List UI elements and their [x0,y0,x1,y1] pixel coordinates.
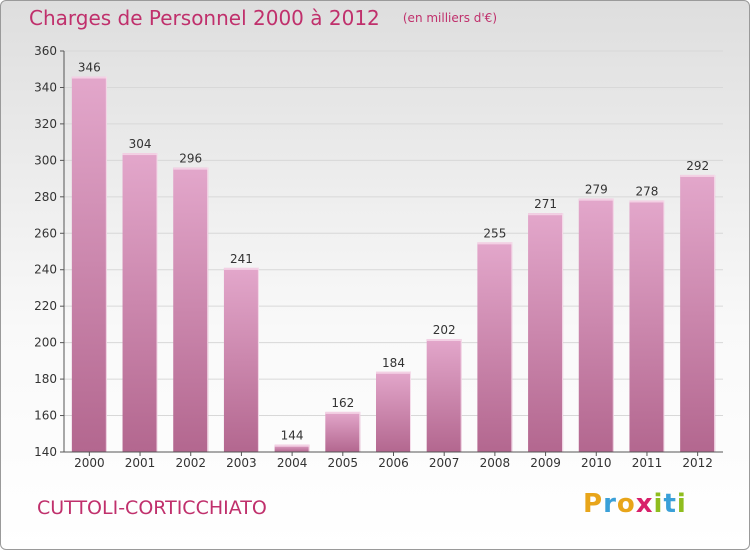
bar [325,411,361,452]
y-tick-label: 280 [34,190,57,204]
x-tick-label: 2011 [632,456,663,470]
bar [477,242,513,452]
x-tick-label: 2007 [429,456,460,470]
data-label: 144 [281,429,304,443]
logo-letter: o [616,489,636,519]
x-tick-label: 2003 [226,456,257,470]
bar [274,444,310,452]
bar [122,153,158,452]
bar-highlight [578,198,614,201]
bar-highlight [173,167,209,170]
x-tick-label: 2000 [74,456,105,470]
data-label: 202 [433,323,456,337]
data-label: 255 [483,226,506,240]
bar-highlight [71,76,107,79]
y-tick-label: 320 [34,117,57,131]
chart-title: Charges de Personnel 2000 à 2012 [29,6,380,30]
x-tick-label: 2005 [328,456,359,470]
bar [376,371,411,452]
y-tick-label: 140 [34,445,57,459]
bar-highlight [122,153,158,156]
bar-highlight [528,213,564,216]
data-label: 241 [230,252,253,266]
data-label: 346 [78,61,101,75]
bars [71,76,716,453]
bar [629,200,665,452]
y-tick-label: 340 [34,80,57,94]
y-tick-label: 160 [34,409,57,423]
proxiti-logo[interactable]: Proxiti [583,489,687,519]
x-tick-label: 2006 [378,456,409,470]
title-row: Charges de Personnel 2000 à 2012 (en mil… [29,6,497,30]
y-tick-label: 360 [34,44,57,58]
bar-highlight [274,444,310,447]
x-tick-label: 2002 [175,456,206,470]
logo-letter: P [583,489,604,519]
labels: 140 160 180 200 220 240 260 280 300 320 340 360 346 2… [34,44,713,470]
commune-name: CUTTOLI-CORTICCHIATO [37,497,267,519]
logo-letter: t [663,489,677,519]
x-tick-label: 2001 [125,456,156,470]
data-label: 279 [585,183,608,197]
bar-highlight [376,371,411,374]
bar-highlight [477,242,513,245]
data-label: 278 [636,184,659,198]
x-tick-label: 2008 [480,456,511,470]
bar [528,213,564,452]
logo-letter: i [676,489,687,519]
bar [426,338,462,452]
x-tick-label: 2010 [581,456,612,470]
x-tick-label: 2004 [277,456,308,470]
data-label: 292 [686,159,709,173]
data-label: 296 [179,152,202,166]
y-tick-label: 220 [34,299,57,313]
axes [60,50,723,456]
y-tick-label: 300 [34,153,57,167]
x-tick-label: 2012 [682,456,713,470]
bar-highlight [325,411,361,414]
y-tick-label: 200 [34,336,57,350]
y-tick-label: 240 [34,263,57,277]
data-label: 184 [382,356,405,370]
bar [173,167,209,452]
logo-letter: i [653,489,664,519]
chart-subtitle: (en milliers d'€) [402,11,497,25]
bar [578,198,614,452]
bar [71,76,107,452]
x-tick-label: 2009 [530,456,561,470]
bar-highlight [629,200,665,203]
data-label: 162 [331,396,354,410]
data-label: 271 [534,197,557,211]
logo-letter: r [603,489,617,519]
bar-highlight [680,174,716,177]
y-tick-label: 260 [34,226,57,240]
bar-highlight [223,267,259,270]
bar [680,174,716,453]
bar-highlight [426,338,462,341]
data-label: 304 [129,137,152,151]
y-tick-label: 180 [34,372,57,386]
logo-letter: x [635,489,654,519]
bar [223,267,259,452]
